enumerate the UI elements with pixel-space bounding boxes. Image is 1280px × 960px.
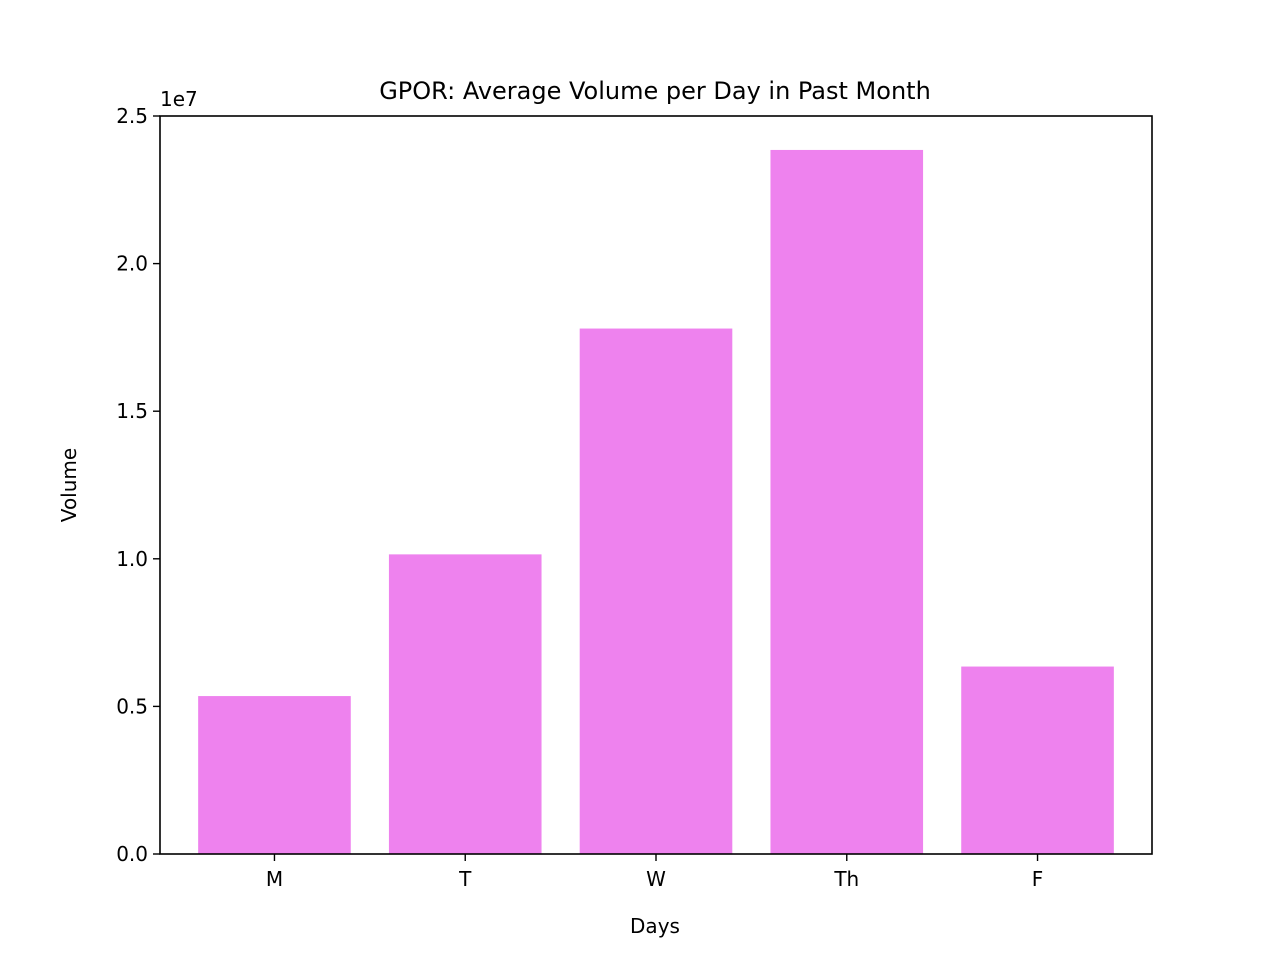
bar-t — [388, 554, 542, 854]
x-tick-label: W — [646, 867, 666, 891]
y-axis-ticks: 0.0 0.5 1.0 1.5 2.0 2.5 — [116, 104, 160, 866]
chart-title: GPOR: Average Volume per Day in Past Mon… — [379, 77, 931, 105]
y-tick-label: 1.0 — [116, 547, 148, 571]
y-tick-label: 1.5 — [116, 399, 148, 423]
x-tick-label: F — [1032, 867, 1044, 891]
bar-m — [198, 696, 351, 854]
bars-layer — [198, 149, 1114, 854]
y-tick-label: 2.5 — [116, 104, 148, 128]
bar-w — [579, 328, 733, 854]
y-tick-label: 0.5 — [116, 694, 148, 718]
y-axis-offset-label: 1e7 — [160, 87, 198, 111]
x-tick-label: M — [266, 867, 283, 891]
y-tick-label: 0.0 — [116, 842, 148, 866]
bar-th — [770, 149, 924, 854]
bar-f — [961, 666, 1114, 854]
x-tick-label: T — [458, 867, 472, 891]
x-axis-label: Days — [630, 914, 680, 938]
x-axis-ticks: M T W Th F — [266, 854, 1043, 891]
y-tick-label: 2.0 — [116, 252, 148, 276]
y-axis-label: Volume — [57, 448, 81, 522]
x-tick-label: Th — [833, 867, 859, 891]
